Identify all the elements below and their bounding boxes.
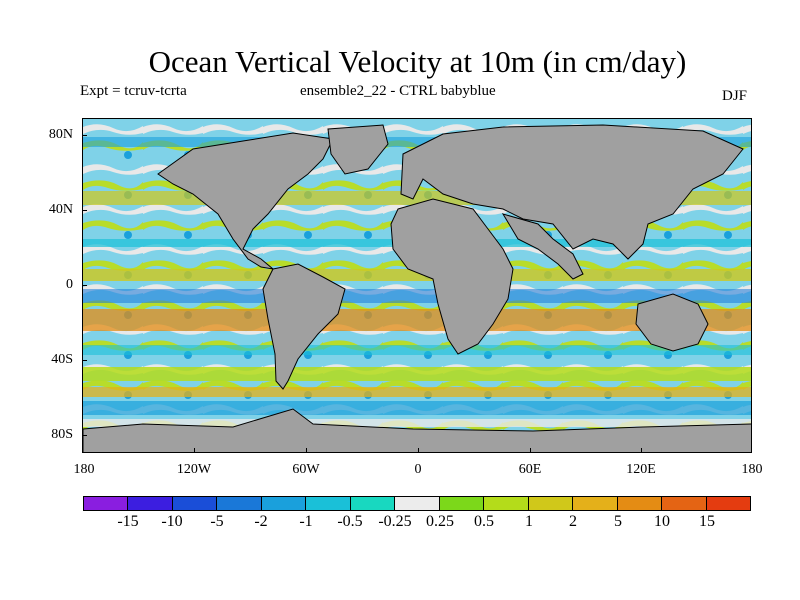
colorbar-segment	[84, 497, 129, 510]
lon-label-120w: 120W	[176, 462, 212, 477]
colorbar-label: 0.25	[426, 513, 454, 530]
lon-label-120e: 120E	[626, 462, 656, 477]
lon-label-60e: 60E	[518, 462, 542, 477]
lat-label-0: 0	[66, 277, 73, 292]
colorbar-segment	[306, 497, 351, 510]
colorbar-label: -15	[117, 513, 139, 530]
colorbar-label: -5	[210, 513, 224, 530]
south-asia	[501, 213, 584, 280]
ensemble-label: ensemble2_22 - CTRL babyblue	[300, 83, 496, 99]
x-tick	[306, 448, 307, 453]
colorbar-label: 1	[525, 513, 533, 530]
x-tick	[194, 448, 195, 453]
colorbar-segment	[217, 497, 262, 510]
colorbar-segment	[573, 497, 618, 510]
colorbar-label: -0.25	[378, 513, 412, 530]
colorbar-label: -10	[161, 513, 183, 530]
colorbar-segment	[261, 497, 307, 510]
eurasia	[400, 124, 744, 260]
land-masses	[83, 124, 751, 452]
y-tick	[82, 210, 87, 211]
colorbar-label: 0.5	[474, 513, 494, 530]
lon-label-180w: 180	[73, 462, 95, 477]
experiment-label: Expt = tcruv-tcrta	[80, 83, 187, 99]
y-tick	[82, 360, 87, 361]
colorbar-segment	[395, 497, 440, 510]
colorbar-segment	[128, 497, 173, 510]
africa	[390, 198, 514, 355]
colorbar-segment	[662, 497, 707, 510]
colorbar-segment	[528, 497, 574, 510]
colorbar-segment	[706, 497, 751, 510]
lat-label-40s: 40S	[51, 352, 73, 367]
colorbar-segment	[172, 497, 218, 510]
colorbar	[83, 496, 751, 511]
chart-title: Ocean Vertical Velocity at 10m (in cm/da…	[148, 44, 687, 79]
lon-label-180e: 180	[741, 462, 763, 477]
colorbar-segment	[617, 497, 663, 510]
lat-label-80s: 80S	[51, 427, 73, 442]
colorbar-label: -2	[254, 513, 268, 530]
north-america	[157, 132, 334, 270]
australia	[635, 293, 709, 352]
colorbar-label: 15	[699, 513, 715, 530]
colorbar-label: -1	[299, 513, 313, 530]
y-tick	[82, 435, 87, 436]
x-tick	[418, 448, 419, 453]
south-america	[262, 263, 346, 390]
map-panel	[82, 118, 752, 453]
x-tick	[530, 448, 531, 453]
lat-label-80n: 80N	[48, 127, 73, 142]
colorbar-label: 10	[654, 513, 670, 530]
y-tick	[82, 135, 87, 136]
lat-label-40n: 40N	[48, 202, 73, 217]
colorbar-label: 5	[614, 513, 622, 530]
lon-label-0: 0	[414, 462, 422, 477]
greenland	[327, 124, 389, 175]
lon-label-60w: 60W	[292, 462, 320, 477]
colorbar-label: 2	[569, 513, 577, 530]
colorbar-label: -0.5	[337, 513, 363, 530]
colorbar-segment	[350, 497, 396, 510]
map-svg	[83, 119, 751, 452]
x-tick	[641, 448, 642, 453]
colorbar-segment	[484, 497, 529, 510]
colorbar-segment	[439, 497, 485, 510]
season-label: DJF	[722, 88, 748, 104]
antarctica	[83, 408, 751, 452]
y-tick	[82, 285, 87, 286]
